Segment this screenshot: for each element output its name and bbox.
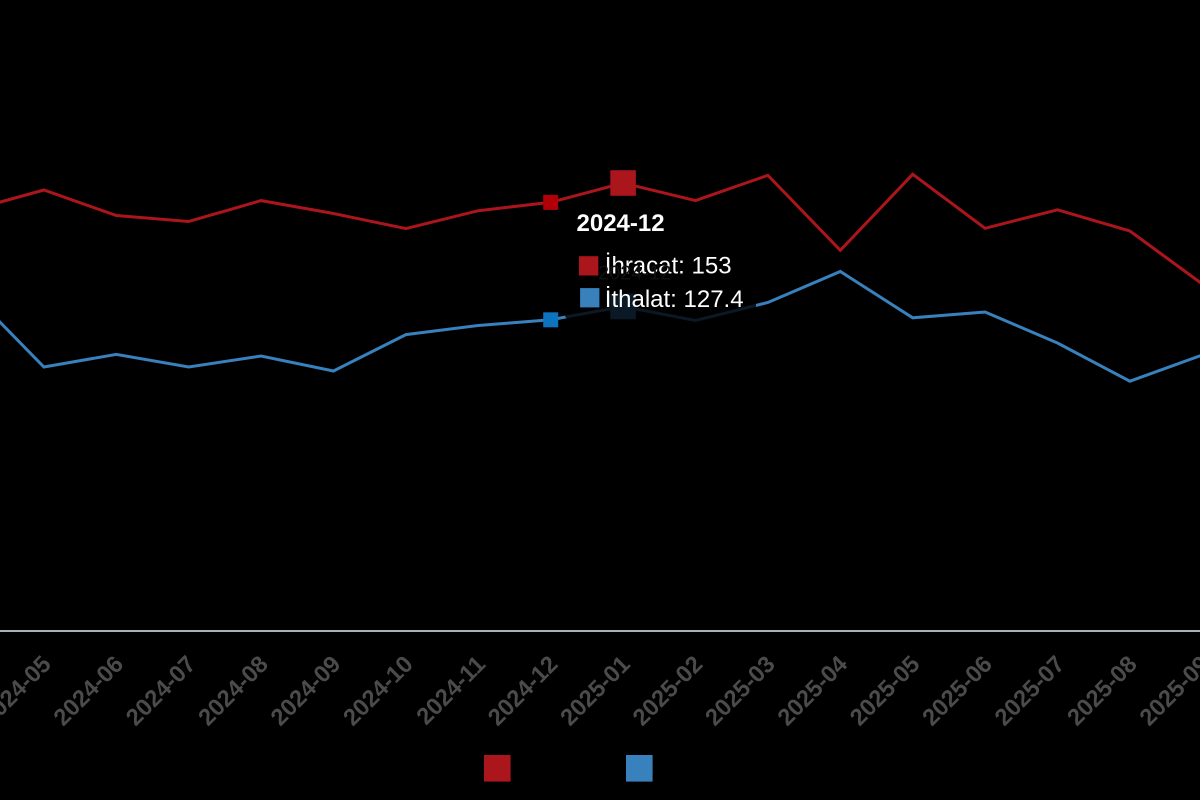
svg-text:İhracat: 153: İhracat: 153 [605,253,732,280]
svg-text:2024-12: 2024-12 [598,263,671,285]
svg-text:İthalat: 127.4: İthalat: 127.4 [605,286,744,313]
svg-text:2024-12: 2024-12 [577,210,665,237]
